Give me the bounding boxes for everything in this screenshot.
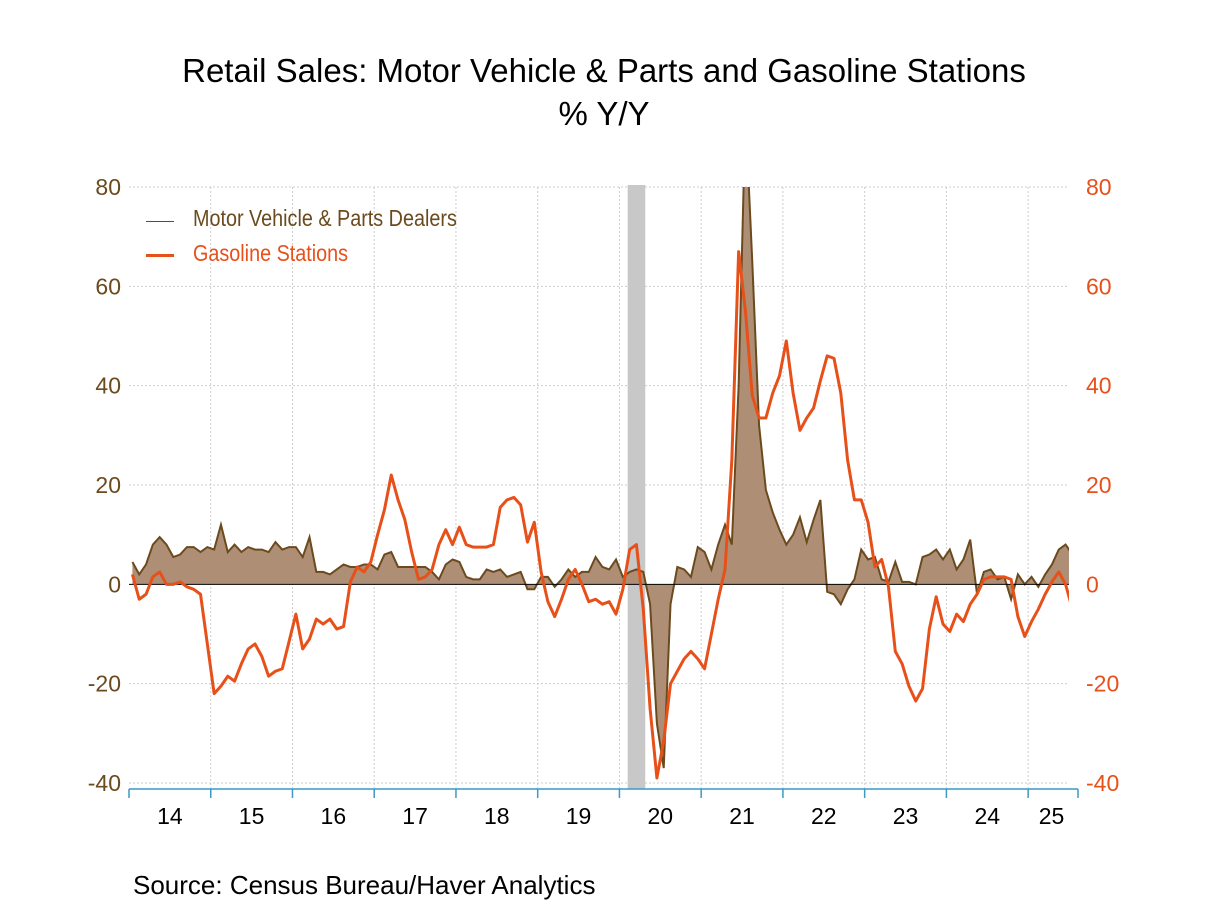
legend-swatch-motor [146,221,174,222]
legend-swatch-gas [146,254,174,257]
legend-label-gas: Gasoline Stations [193,240,349,266]
x-tick-label: 21 [729,803,755,829]
left-y-tick-label: -20 [88,671,121,697]
x-tick-label: 19 [566,803,592,829]
recession-band [627,185,646,789]
x-tick-label: 23 [893,803,919,829]
left-y-tick-label: -40 [88,770,121,796]
right-y-tick-label: 40 [1086,373,1112,399]
x-tick-label: 25 [1039,803,1065,829]
left-y-tick-label: 20 [95,472,121,498]
right-y-tick-label: 0 [1086,571,1099,597]
recession-shading [627,185,646,789]
x-tick-label: 24 [974,803,1000,829]
x-tick-label: 15 [239,803,265,829]
left-y-tick-label: 40 [95,373,121,399]
source-note: Source: Census Bureau/Haver Analytics [133,870,596,900]
x-tick-label: 18 [484,803,510,829]
grid-lines [129,186,1069,789]
x-tick-label: 14 [157,803,183,829]
right-y-tick-label: 60 [1086,273,1112,299]
legend-label-motor: Motor Vehicle & Parts Dealers [193,205,457,231]
right-y-tick-label: 80 [1086,174,1112,200]
right-y-tick-label: 20 [1086,472,1112,498]
axes: 14 15 16 17 18 19 20 21 22 23 24 25 80 60 40 20 0 -20 -40 8… [88,174,1120,829]
chart-subtitle: % Y/Y [558,95,650,132]
right-y-tick-label: -20 [1086,671,1119,697]
right-y-tick-label: -40 [1086,770,1119,796]
x-tick-label: 22 [811,803,837,829]
left-y-tick-label: 60 [95,273,121,299]
x-tick-label: 20 [648,803,674,829]
x-tick-label: 16 [321,803,347,829]
series-line-motor-vehicles [131,187,1069,769]
chart-title: Retail Sales: Motor Vehicle & Parts and … [182,52,1026,89]
x-tick-label: 17 [402,803,428,829]
left-y-tick-label: 0 [108,571,121,597]
series-line-gasoline-stations [130,250,1069,780]
left-y-tick-label: 80 [95,174,121,200]
series-layer [129,187,1069,780]
